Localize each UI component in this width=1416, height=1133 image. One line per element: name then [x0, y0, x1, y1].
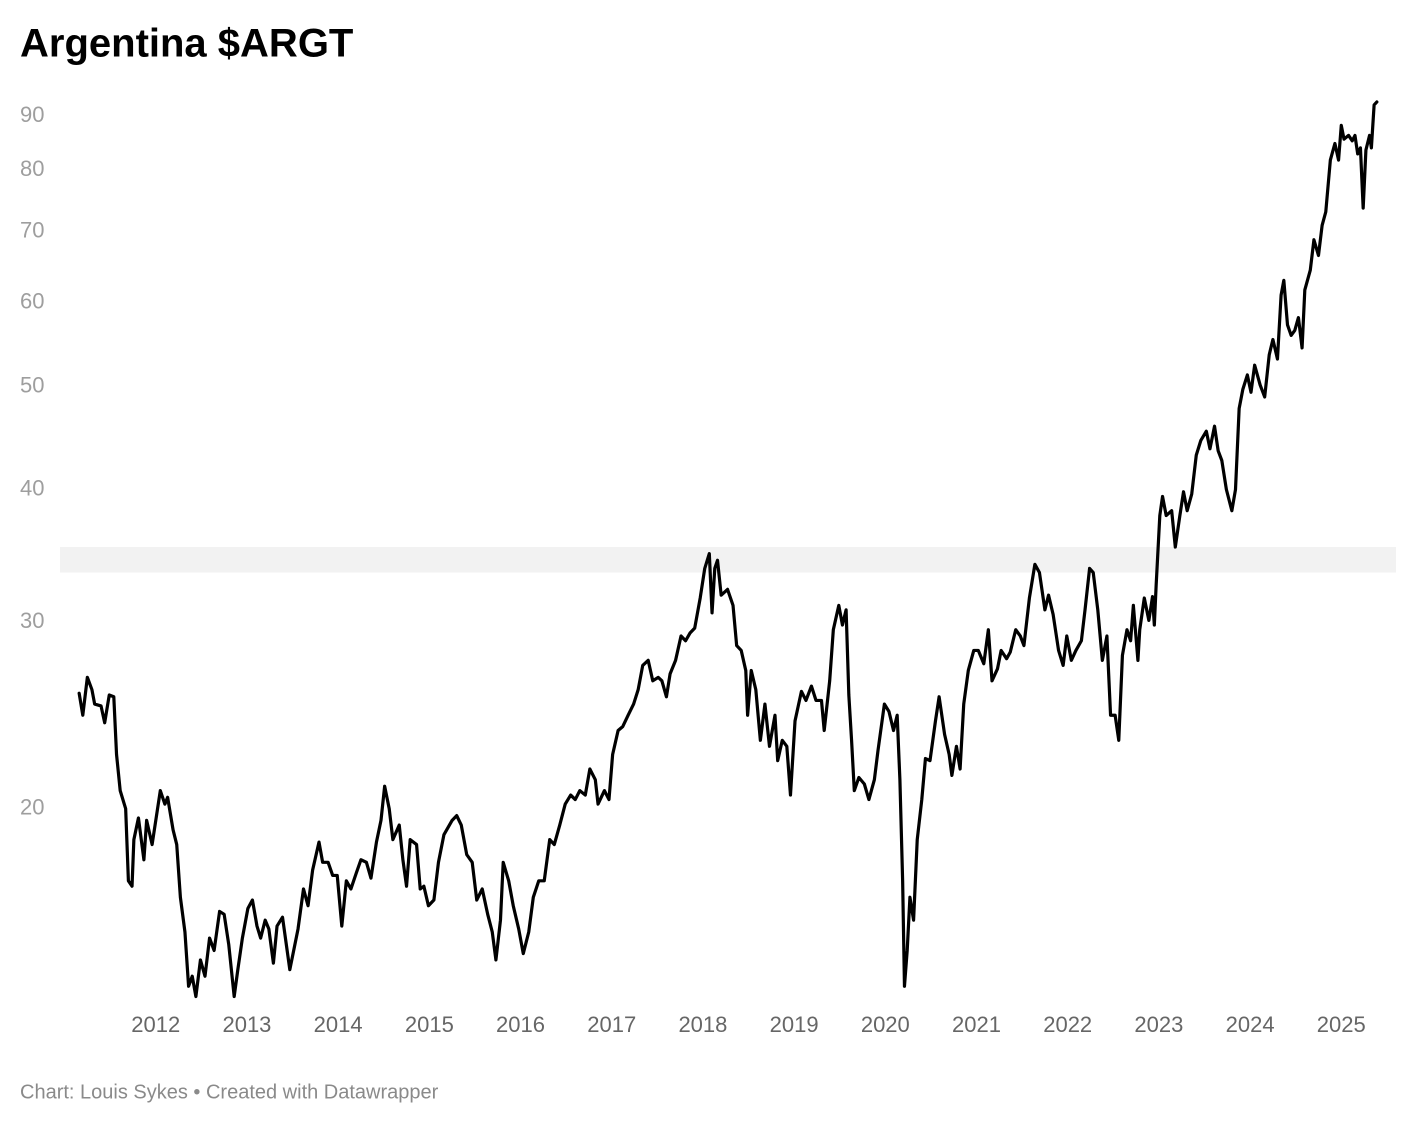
- x-tick-label: 2014: [314, 1012, 363, 1037]
- highlight-band: [60, 547, 1396, 573]
- chart-title: Argentina $ARGT: [20, 22, 353, 66]
- y-tick-label: 60: [20, 289, 44, 314]
- x-tick-label: 2017: [587, 1012, 636, 1037]
- y-tick-label: 90: [20, 102, 44, 127]
- y-tick-label: 40: [20, 475, 44, 500]
- y-tick-label: 20: [20, 794, 44, 819]
- x-tick-label: 2019: [770, 1012, 819, 1037]
- x-tick-label: 2013: [222, 1012, 271, 1037]
- x-tick-label: 2018: [678, 1012, 727, 1037]
- x-tick-label: 2015: [405, 1012, 454, 1037]
- line: [77, 100, 1379, 999]
- x-tick-label: 2023: [1134, 1012, 1183, 1037]
- x-tick-label: 2012: [131, 1012, 180, 1037]
- y-tick-label: 70: [20, 218, 44, 243]
- y-tick-label: 30: [20, 608, 44, 633]
- source: Chart: Louis Sykes • Created with Datawr…: [20, 1081, 439, 1103]
- y-tick-label: 50: [20, 373, 44, 398]
- y-tick-label: 80: [20, 156, 44, 181]
- x-tick-label: 2025: [1317, 1012, 1366, 1037]
- x-tick-label: 2021: [952, 1012, 1001, 1037]
- x-tick-label: 2022: [1043, 1012, 1092, 1037]
- x-tick-label: 2024: [1226, 1012, 1275, 1037]
- x-tick-label: 2016: [496, 1012, 545, 1037]
- x-tick-label: 2020: [861, 1012, 910, 1037]
